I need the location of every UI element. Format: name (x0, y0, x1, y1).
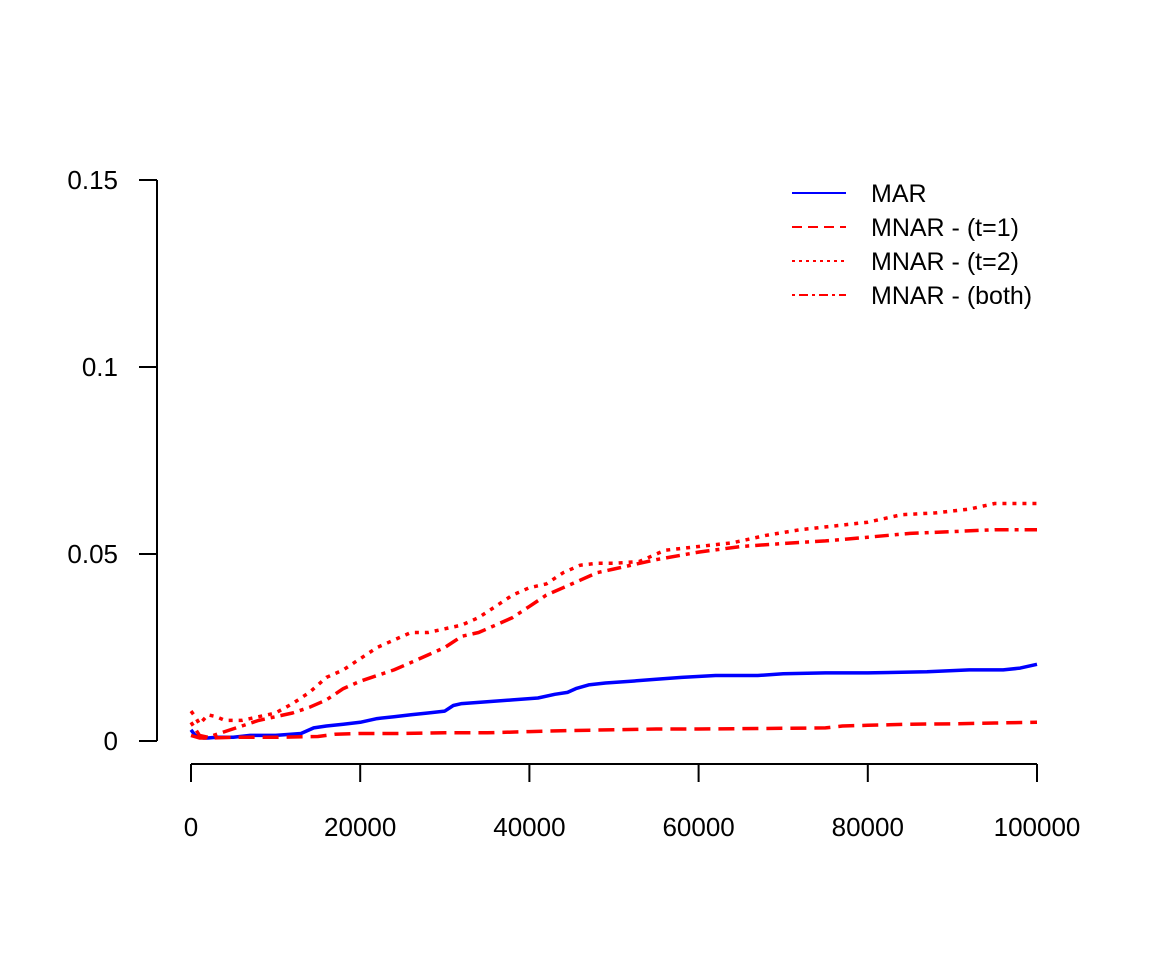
y-tick-label: 0.15 (67, 165, 118, 195)
x-tick-label: 60000 (662, 812, 734, 842)
legend-label-1: MAR (871, 180, 927, 208)
x-tick-label: 100000 (994, 812, 1081, 842)
legend-label-2: MNAR - (t=1) (871, 214, 1019, 242)
series-line-1 (189, 662, 1038, 740)
axes: 0 0.05 0.1 0.15 0 20000 40000 60000 80000 100000 (67, 165, 1080, 842)
y-tick-label: 0.05 (67, 539, 118, 569)
x-tick-label: 0 (184, 812, 198, 842)
x-tick-label: 20000 (324, 812, 396, 842)
x-tick-label: 80000 (832, 812, 904, 842)
y-tick-label: 0.1 (82, 352, 118, 382)
series-line-2 (190, 720, 1038, 740)
legend-label-4: MNAR - (both) (871, 282, 1032, 310)
legend: MAR MNAR - (t=1) MNAR - (t=2) MNAR - (both) (792, 180, 1032, 310)
legend-label-3: MNAR - (t=2) (871, 248, 1019, 276)
series-line-3 (189, 501, 1037, 726)
x-tick-label: 40000 (493, 812, 565, 842)
series-line-4 (189, 527, 1037, 740)
y-tick-label: 0 (104, 726, 118, 756)
series-lines (189, 501, 1038, 740)
